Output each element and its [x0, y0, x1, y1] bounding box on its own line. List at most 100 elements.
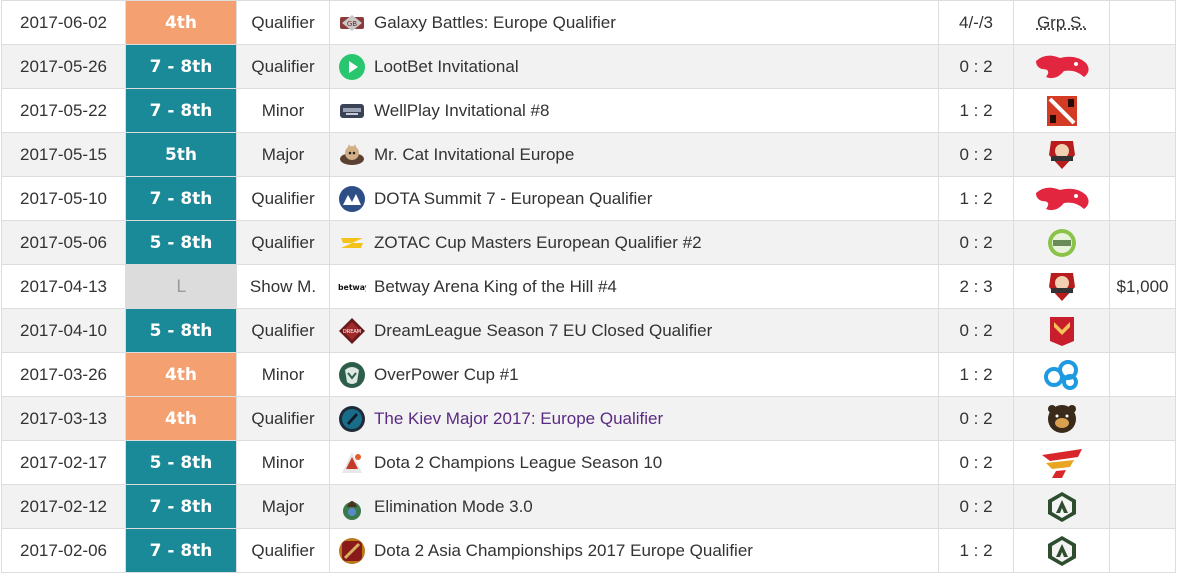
- tournament-link[interactable]: Betway Arena King of the Hill #4: [374, 276, 617, 296]
- zotac-icon[interactable]: [338, 229, 366, 257]
- tournament-link[interactable]: WellPlay Invitational #8: [374, 100, 550, 120]
- elimination-mode-icon[interactable]: [338, 493, 366, 521]
- tournament-cell: LootBet Invitational: [329, 44, 939, 89]
- alliance-logo[interactable]: [1034, 491, 1090, 523]
- score-cell[interactable]: 0 : 2: [938, 484, 1014, 529]
- opponent-cell: Grp S.: [1013, 0, 1110, 45]
- date-cell: 2017-03-26: [1, 352, 126, 397]
- date-cell: 2017-04-10: [1, 308, 126, 353]
- tier-link[interactable]: Qualifier: [236, 308, 330, 353]
- tournament-link[interactable]: Mr. Cat Invitational Europe: [374, 144, 575, 164]
- red-chevron-logo[interactable]: [1034, 315, 1090, 347]
- prize-cell: [1109, 44, 1176, 89]
- tournament-cell: OverPower Cup #1: [329, 352, 939, 397]
- tournament-cell: WellPlay Invitational #8: [329, 88, 939, 133]
- score-cell[interactable]: 1 : 2: [938, 176, 1014, 221]
- svg-text:DREAM: DREAM: [343, 329, 361, 335]
- opponent-cell: [1013, 176, 1110, 221]
- red-gold-logo[interactable]: [1034, 447, 1090, 479]
- betway-icon[interactable]: betway: [338, 273, 366, 301]
- overpower-icon[interactable]: [338, 361, 366, 389]
- tournament-link[interactable]: LootBet Invitational: [374, 56, 519, 76]
- mousesports-logo[interactable]: [1034, 51, 1090, 83]
- tier-link[interactable]: Show M.: [236, 264, 330, 309]
- tempest-logo[interactable]: [1034, 271, 1090, 303]
- dota2-champions-league-icon[interactable]: [338, 449, 366, 477]
- tournament-link[interactable]: Dota 2 Asia Championships 2017 Europe Qu…: [374, 540, 753, 560]
- opponent-cell: [1013, 220, 1110, 265]
- tier-link[interactable]: Qualifier: [236, 44, 330, 89]
- tier-link[interactable]: Qualifier: [236, 528, 330, 573]
- tier-link[interactable]: Major: [236, 132, 330, 177]
- tier-link[interactable]: Minor: [236, 88, 330, 133]
- tournament-link[interactable]: Elimination Mode 3.0: [374, 496, 533, 516]
- prize-cell: [1109, 528, 1176, 573]
- date-cell: 2017-05-22: [1, 88, 126, 133]
- tier-link[interactable]: Qualifier: [236, 176, 330, 221]
- opponent-cell: [1013, 264, 1110, 309]
- tournament-link[interactable]: DreamLeague Season 7 EU Closed Qualifier: [374, 320, 713, 340]
- date-cell: 2017-06-02: [1, 0, 126, 45]
- date-cell: 2017-05-26: [1, 44, 126, 89]
- tournament-link[interactable]: Galaxy Battles: Europe Qualifier: [374, 12, 616, 32]
- bear-logo[interactable]: [1034, 403, 1090, 435]
- tournament-cell: Mr. Cat Invitational Europe: [329, 132, 939, 177]
- score-cell[interactable]: 0 : 2: [938, 440, 1014, 485]
- opponent-cell: [1013, 88, 1110, 133]
- table-row: 2017-05-10 7 - 8th Qualifier DOTA Summit 7 …: [1, 176, 1176, 221]
- table-row: 2017-02-06 7 - 8th Qualifier Dota 2 Asia Ch…: [1, 528, 1176, 573]
- wellplay-icon[interactable]: [338, 97, 366, 125]
- prize-cell: [1109, 308, 1176, 353]
- dota-summit-icon[interactable]: [338, 185, 366, 213]
- score-cell[interactable]: 0 : 2: [938, 396, 1014, 441]
- tournament-link[interactable]: OverPower Cup #1: [374, 364, 519, 384]
- score-cell[interactable]: 0 : 2: [938, 132, 1014, 177]
- score-cell[interactable]: 1 : 2: [938, 352, 1014, 397]
- tier-link[interactable]: Minor: [236, 352, 330, 397]
- alliance-logo[interactable]: [1034, 535, 1090, 567]
- score-cell[interactable]: 1 : 2: [938, 528, 1014, 573]
- tier-link[interactable]: Major: [236, 484, 330, 529]
- table-row: 2017-02-17 5 - 8th Minor Dota 2 Champions L…: [1, 440, 1176, 485]
- opponent-cell: [1013, 528, 1110, 573]
- tier-link[interactable]: Qualifier: [236, 396, 330, 441]
- table-row: 2017-05-06 5 - 8th Qualifier ZOTAC Cup Mast…: [1, 220, 1176, 265]
- placement-cell: 4th: [125, 352, 237, 397]
- kiev-major-icon[interactable]: [338, 405, 366, 433]
- score-cell[interactable]: 1 : 2: [938, 88, 1014, 133]
- score-cell[interactable]: 2 : 3: [938, 264, 1014, 309]
- dreamleague-icon[interactable]: DREAM: [338, 317, 366, 345]
- score-cell[interactable]: 4/-/3: [938, 0, 1014, 45]
- svg-text:betway: betway: [338, 283, 366, 292]
- cloud9-logo[interactable]: [1034, 359, 1090, 391]
- opponent-cell: [1013, 44, 1110, 89]
- tournament-cell: DOTA Summit 7 - European Qualifier: [329, 176, 939, 221]
- mr-cat-icon[interactable]: [338, 141, 366, 169]
- prize-cell: [1109, 352, 1176, 397]
- mousesports-logo[interactable]: [1034, 183, 1090, 215]
- tournament-link[interactable]: DOTA Summit 7 - European Qualifier: [374, 188, 653, 208]
- score-cell[interactable]: 0 : 2: [938, 308, 1014, 353]
- tournament-link[interactable]: Dota 2 Champions League Season 10: [374, 452, 663, 472]
- score-cell[interactable]: 0 : 2: [938, 220, 1014, 265]
- green-circle-logo[interactable]: [1034, 227, 1090, 259]
- tournament-link[interactable]: The Kiev Major 2017: Europe Qualifier: [374, 408, 664, 428]
- tempest-logo[interactable]: [1034, 139, 1090, 171]
- tier-link[interactable]: Qualifier: [236, 220, 330, 265]
- tournament-cell: betway Betway Arena King of the Hill #4: [329, 264, 939, 309]
- score-cell[interactable]: 0 : 2: [938, 44, 1014, 89]
- table-row: 2017-03-26 4th Minor OverPower Cup #1 1 : 2: [1, 352, 1176, 397]
- tier-link[interactable]: Qualifier: [236, 0, 330, 45]
- lootbet-icon[interactable]: [338, 53, 366, 81]
- date-cell: 2017-05-10: [1, 176, 126, 221]
- dota2-logo[interactable]: [1034, 95, 1090, 127]
- prize-cell: [1109, 176, 1176, 221]
- date-cell: 2017-02-17: [1, 440, 126, 485]
- dota2-asia-championships-icon[interactable]: [338, 537, 366, 565]
- tier-link[interactable]: Minor: [236, 440, 330, 485]
- tournament-link[interactable]: ZOTAC Cup Masters European Qualifier #2: [374, 232, 702, 252]
- table-row: 2017-04-10 5 - 8th Qualifier DREAM DreamLeag…: [1, 308, 1176, 353]
- galaxy-battles-icon[interactable]: GB: [338, 9, 366, 37]
